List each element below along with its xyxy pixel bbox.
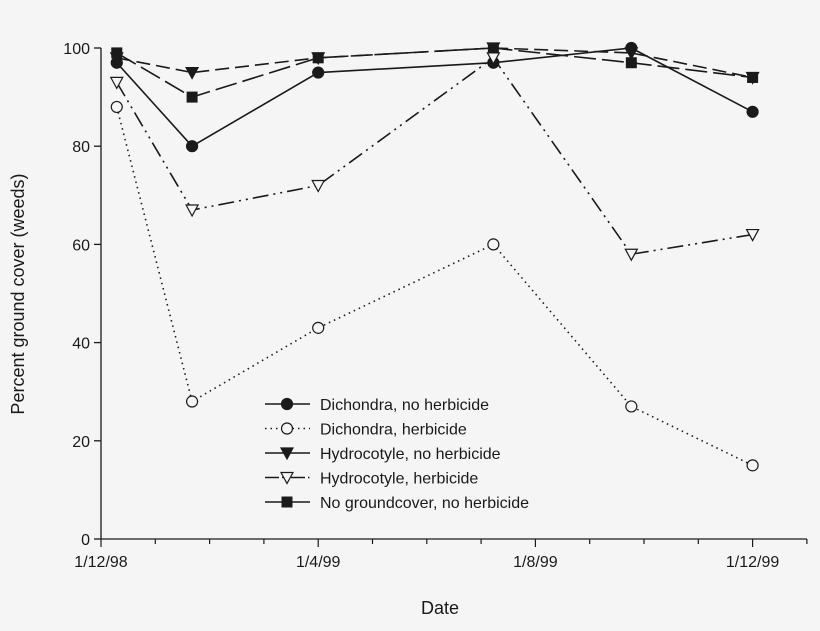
series-line bbox=[116, 47, 753, 148]
legend-label: Hydrocotyle, no herbicide bbox=[320, 446, 501, 463]
legend-label: Dichondra, no herbicide bbox=[320, 397, 489, 414]
open-down-triangle-marker bbox=[109, 76, 124, 90]
legend-label: Dichondra, herbicide bbox=[320, 422, 467, 439]
y-tick-label: 40 bbox=[72, 336, 90, 353]
filled-square-marker bbox=[281, 496, 293, 508]
open-down-triangle-marker bbox=[279, 471, 295, 485]
open-circle-marker bbox=[110, 100, 123, 114]
legend: Dichondra, no herbicide Dichondra, herbic… bbox=[265, 397, 529, 512]
open-circle-marker bbox=[312, 321, 325, 334]
open-circle-marker bbox=[487, 238, 500, 251]
y-tick-label: 80 bbox=[72, 139, 90, 156]
open-circle-marker bbox=[746, 459, 759, 472]
filled-square-marker bbox=[186, 91, 198, 103]
x-tick-label: 1/12/99 bbox=[726, 554, 779, 571]
legend-item: Hydrocotyle, herbicide bbox=[265, 471, 478, 488]
filled-square-marker bbox=[625, 57, 637, 69]
series-line bbox=[116, 56, 753, 256]
series-line bbox=[115, 106, 753, 467]
open-down-triangle-marker bbox=[624, 248, 639, 262]
open-circle-marker bbox=[280, 422, 294, 435]
legend-label: Hydrocotyle, herbicide bbox=[320, 471, 478, 488]
filled-circle-marker bbox=[185, 140, 199, 153]
series-group bbox=[109, 41, 760, 472]
y-axis-title: Percent ground cover (weeds) bbox=[8, 173, 28, 414]
open-down-triangle-marker bbox=[311, 179, 326, 193]
legend-item: No groundcover, no herbicide bbox=[265, 495, 529, 512]
open-down-triangle-marker bbox=[185, 204, 200, 218]
filled-square-marker bbox=[312, 52, 324, 64]
legend-label: No groundcover, no herbicide bbox=[320, 495, 529, 512]
filled-down-triangle-marker bbox=[185, 66, 200, 80]
filled-square-marker bbox=[487, 42, 499, 54]
filled-down-triangle-marker bbox=[279, 447, 295, 461]
x-axis-title: Date bbox=[421, 598, 459, 618]
filled-square-marker bbox=[747, 71, 759, 83]
y-tick-label: 0 bbox=[81, 532, 90, 549]
filled-down-triangle-marker bbox=[624, 47, 639, 61]
series-4 bbox=[109, 52, 760, 262]
filled-circle-marker bbox=[312, 66, 325, 79]
series-line bbox=[116, 47, 753, 98]
open-circle-marker bbox=[625, 400, 638, 413]
filled-circle-marker bbox=[746, 105, 759, 118]
y-tick-label: 100 bbox=[63, 41, 90, 58]
filled-circle-marker bbox=[280, 397, 294, 411]
series-line bbox=[116, 47, 753, 79]
axes: 0 20 40 60 80 100 1/12/98 1/4/99 1/8/99 1/12/99 bbox=[63, 41, 808, 571]
open-circle-marker bbox=[185, 395, 199, 408]
legend-item: Dichondra, no herbicide bbox=[265, 397, 489, 414]
legend-item: Hydrocotyle, no herbicide bbox=[265, 446, 501, 463]
legend-item: Dichondra, herbicide bbox=[265, 422, 467, 439]
y-tick-label: 60 bbox=[72, 237, 90, 254]
y-tick-label: 20 bbox=[72, 434, 90, 451]
x-tick-label: 1/8/99 bbox=[513, 554, 558, 571]
x-tick-label: 1/4/99 bbox=[296, 554, 341, 571]
series-5 bbox=[111, 42, 759, 103]
open-down-triangle-marker bbox=[745, 228, 760, 242]
x-tick-label: 1/12/98 bbox=[74, 554, 127, 571]
filled-square-marker bbox=[111, 47, 123, 59]
series-2 bbox=[110, 100, 759, 472]
